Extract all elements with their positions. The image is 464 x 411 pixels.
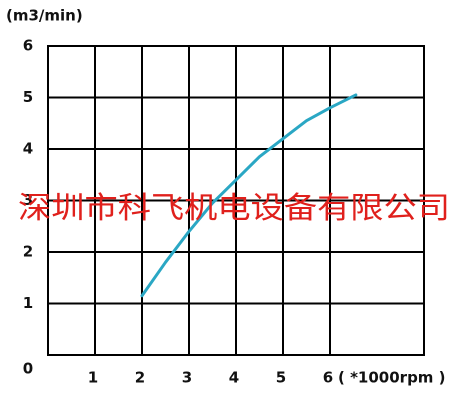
y-tick-label: 4 (23, 140, 33, 158)
x-tick-label: 4 (229, 369, 239, 387)
y-tick-label: 5 (23, 88, 33, 106)
y-tick-label: 0 (23, 360, 33, 378)
data-line (140, 93, 358, 298)
x-tick-label: 5 (276, 369, 286, 387)
y-tick-label: 3 (23, 191, 33, 209)
x-tick-label: 2 (135, 369, 145, 387)
y-tick-label: 2 (23, 243, 33, 261)
y-tick-label: 6 (23, 37, 33, 55)
x-tick-label: 1 (88, 369, 98, 387)
watermark: 深圳市科飞机电设备有限公司 (18, 191, 450, 226)
x-tick-label: 6 (323, 369, 333, 387)
x-tick-label: 3 (182, 369, 192, 387)
y-tick-label: 1 (23, 294, 33, 312)
y-axis-label: (m3/min) (6, 7, 83, 25)
x-axis-label: ( *1000rpm ) (338, 369, 446, 387)
